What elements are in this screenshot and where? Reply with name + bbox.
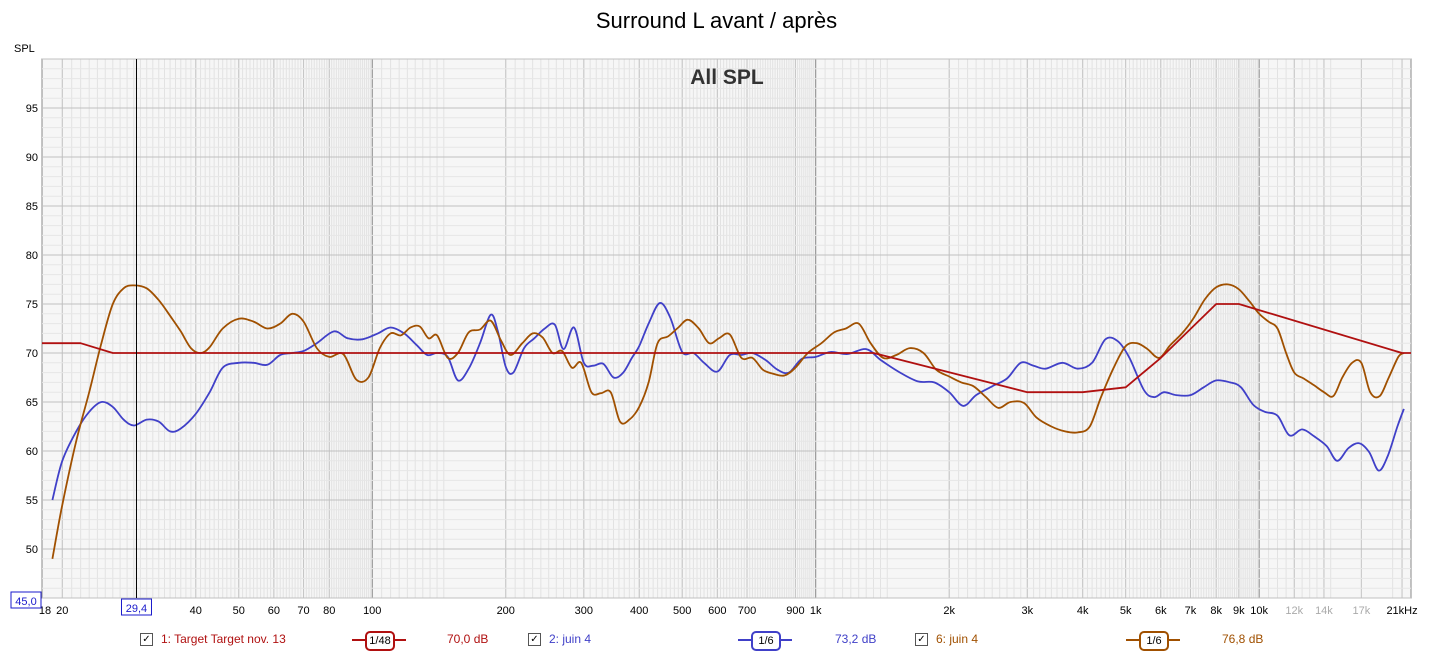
legend-item-target[interactable]: ✓ 1: Target Target nov. 13	[140, 632, 286, 646]
x-tick-label: 200	[497, 605, 515, 617]
frequency-response-chart[interactable]: 50 55 60 65 70 75 80 85 90 95 18 20 40 50 60 70 80 100 20…	[0, 0, 1433, 630]
x-tick-label: 20	[56, 605, 68, 617]
legend-value-juin4-b: 76,8 dB	[1222, 632, 1264, 646]
x-tick-label: 6k	[1155, 605, 1167, 617]
x-tick-label: 10k	[1250, 605, 1268, 617]
smoothing-label-juin4-a: 1/6	[751, 631, 781, 651]
legend-value-juin4-a: 73,2 dB	[835, 632, 877, 646]
y-axis-label: SPL	[14, 43, 35, 55]
y-tick-label: 60	[26, 446, 38, 458]
legend-checkbox-target[interactable]: ✓	[140, 632, 153, 646]
x-tick-label: 5k	[1120, 605, 1132, 617]
x-tick-label: 18	[39, 605, 51, 617]
x-tick-label: 3k	[1021, 605, 1033, 617]
x-tick-label: 17k	[1352, 605, 1370, 617]
series-line-1	[42, 303, 1411, 394]
y-tick-label: 90	[26, 152, 38, 164]
x-tick-label: 21kHz	[1386, 605, 1417, 617]
smoothing-label-juin4-b: 1/6	[1139, 631, 1169, 651]
y-tick-label: 95	[26, 103, 38, 115]
legend: ✓ 1: Target Target nov. 13 1/48 70,0 dB …	[0, 630, 1433, 652]
y-tick-label: 85	[26, 201, 38, 213]
legend-item-juin4-b[interactable]: ✓ 6: juin 4	[915, 632, 978, 646]
x-tick-label: 900	[786, 605, 804, 617]
x-tick-label: 700	[738, 605, 756, 617]
smoothing-juin4-a[interactable]: 1/6	[738, 630, 792, 651]
cursor-x-box	[120, 598, 152, 616]
x-tick-label: 80	[323, 605, 335, 617]
legend-checkbox-juin4-a[interactable]: ✓	[528, 632, 541, 646]
x-tick-label: 100	[363, 605, 381, 617]
x-tick-label: 40	[190, 605, 202, 617]
cursor-x-readout: 29,4	[126, 603, 147, 615]
x-tick-label: 7k	[1185, 605, 1197, 617]
x-tick-label: 8k	[1210, 605, 1222, 617]
all-spl-label: All SPL	[690, 66, 764, 89]
x-tick-label: 400	[630, 605, 648, 617]
x-tick-label: 600	[708, 605, 726, 617]
x-tick-label: 50	[233, 605, 245, 617]
x-tick-label: 2k	[943, 605, 955, 617]
cursor-y-readout: 45,0	[15, 596, 36, 608]
y-tick-label: 70	[26, 348, 38, 360]
x-tick-label: 1k	[810, 605, 822, 617]
x-tick-label: 500	[673, 605, 691, 617]
x-tick-label: 70	[297, 605, 309, 617]
cursor[interactable]: 29,4 45,0	[10, 59, 152, 616]
y-tick-label: 50	[26, 544, 38, 556]
x-tick-label: 300	[575, 605, 593, 617]
x-axis: 18 20 40 50 60 70 80 100 200 300 400 500 600 700 900 1k…	[39, 605, 1418, 617]
smoothing-label-target: 1/48	[365, 631, 395, 651]
x-tick-label: 9k	[1233, 605, 1245, 617]
legend-item-juin4-a[interactable]: ✓ 2: juin 4	[528, 632, 591, 646]
x-tick-label: 60	[268, 605, 280, 617]
x-tick-label: 4k	[1077, 605, 1089, 617]
legend-label-juin4-a: 2: juin 4	[549, 632, 592, 646]
x-tick-label: 12k	[1285, 605, 1303, 617]
cursor-y-box	[10, 591, 42, 609]
chart-title: Surround L avant / après	[595, 8, 838, 33]
y-tick-label: 55	[26, 495, 38, 507]
legend-label-target: 1: Target Target nov. 13	[161, 632, 286, 646]
x-tick-label: 14k	[1315, 605, 1333, 617]
y-tick-label: 80	[26, 250, 38, 262]
smoothing-juin4-b[interactable]: 1/6	[1126, 630, 1180, 651]
series-line-3	[51, 283, 1405, 559]
legend-label-juin4-b: 6: juin 4	[936, 632, 979, 646]
smoothing-target[interactable]: 1/48	[352, 630, 406, 651]
y-tick-label: 75	[26, 299, 38, 311]
y-tick-label: 65	[26, 397, 38, 409]
legend-value-target: 70,0 dB	[447, 632, 489, 646]
grid	[41, 58, 1412, 599]
y-axis: 50 55 60 65 70 75 80 85 90 95	[26, 103, 38, 556]
legend-checkbox-juin4-b[interactable]: ✓	[915, 632, 928, 646]
series-group	[42, 283, 1411, 559]
